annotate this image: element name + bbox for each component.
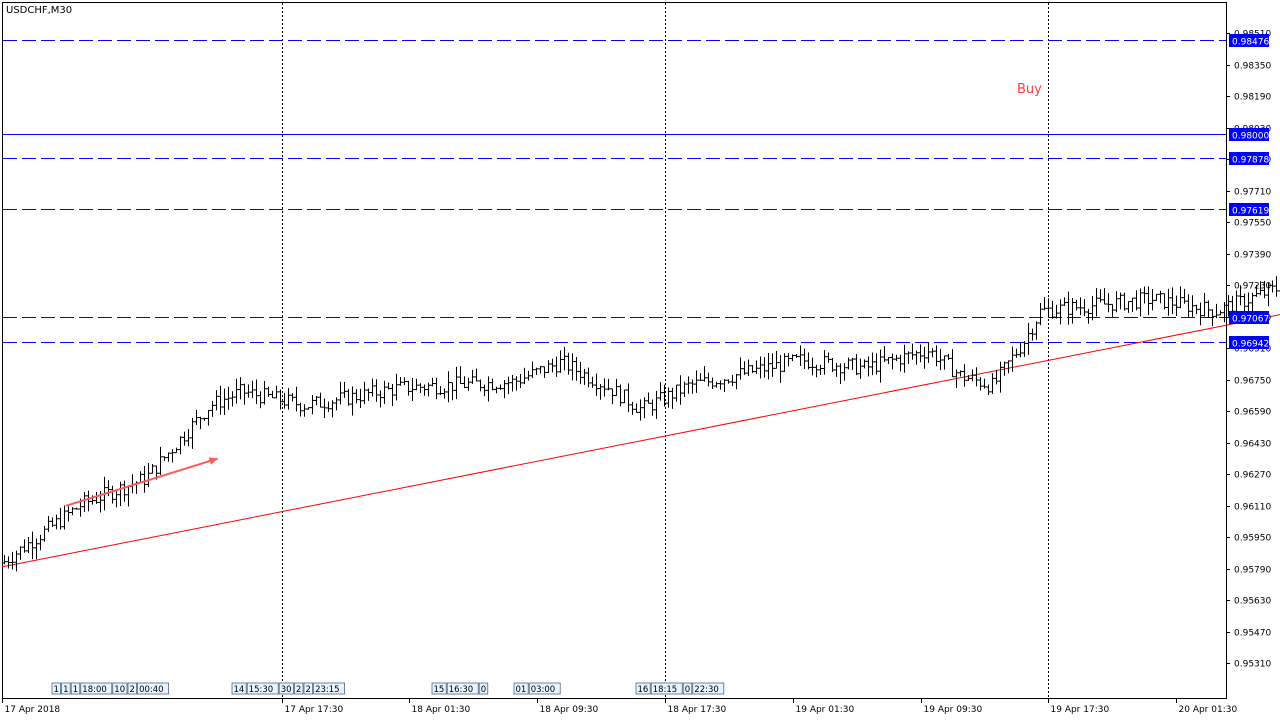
chart-title: USDCHF,M30: [6, 5, 72, 16]
event-tag-label: 1: [63, 685, 68, 695]
event-tag-label: 16:30: [449, 685, 474, 695]
event-tag-label: 1: [54, 685, 59, 695]
price-tick-label: 0.96270: [1234, 471, 1271, 481]
price-tick-label: 0.95790: [1234, 566, 1271, 576]
time-tick-label: 18 Apr 01:30: [412, 705, 471, 715]
event-tag-label: 01: [516, 685, 527, 695]
price-tick-label: 0.95310: [1234, 660, 1271, 670]
event-tag-label: 16: [638, 685, 649, 695]
price-tick-label: 0.97550: [1234, 219, 1271, 229]
price-level-value: 0.97619: [1232, 207, 1269, 217]
time-tick-label: 19 Apr 17:30: [1051, 705, 1110, 715]
event-tag-label: 10: [114, 685, 125, 695]
event-tag-label: 15: [434, 685, 445, 695]
price-tick-label: 0.96110: [1234, 503, 1271, 513]
price-level-value: 0.98476: [1232, 38, 1269, 48]
price-level-value: 0.97878: [1232, 156, 1269, 166]
time-tick-label: 19 Apr 01:30: [796, 705, 855, 715]
chart-frame: [3, 3, 1227, 699]
price-level-value: 0.97067: [1232, 315, 1269, 325]
price-tick-label: 0.97710: [1234, 188, 1271, 198]
time-tick-label: 17 Apr 2018: [5, 705, 61, 715]
event-tag-label: 1: [73, 685, 78, 695]
price-tick-label: 0.96590: [1234, 408, 1271, 418]
event-tag-label: 0: [685, 685, 690, 695]
price-tick-label: 0.98190: [1234, 93, 1271, 103]
event-tag-label: 2: [306, 685, 311, 695]
price-tick-label: 0.98350: [1234, 62, 1271, 72]
event-tag-label: 00:40: [139, 685, 164, 695]
time-tick-label: 18 Apr 17:30: [668, 705, 727, 715]
price-axis[interactable]: 0.985100.983500.981900.980300.978700.977…: [1226, 30, 1271, 670]
price-tick-label: 0.96750: [1234, 377, 1271, 387]
event-tag-label: 18:00: [82, 685, 107, 695]
buy-label: Buy: [1017, 82, 1042, 97]
price-tick-label: 0.95630: [1234, 597, 1271, 607]
event-tag-label: 22:30: [694, 685, 719, 695]
event-tag-label: 15:30: [249, 685, 274, 695]
price-level-value: 0.98000: [1232, 132, 1269, 142]
price-tick-label: 0.97390: [1234, 251, 1271, 261]
time-tick-label: 20 Apr 01:30: [1179, 705, 1238, 715]
time-tick-label: 19 Apr 09:30: [924, 705, 983, 715]
price-tick-label: 0.97230: [1234, 282, 1271, 292]
event-tag-label: 18:15: [653, 685, 678, 695]
time-axis[interactable]: 17 Apr 2018 17 Apr 17:30 18 Apr 01:30 18 Ap…: [3, 698, 1280, 715]
price-tick-label: 0.95950: [1234, 534, 1271, 544]
price-level-value: 0.96942: [1232, 340, 1269, 350]
event-tag-label: 14: [234, 685, 245, 695]
event-tag-label: 2: [296, 685, 301, 695]
event-tag-label: 2: [130, 685, 135, 695]
event-tag-label: 23:15: [315, 685, 340, 695]
price-tick-label: 0.96430: [1234, 440, 1271, 450]
event-tag-label: 03:00: [531, 685, 556, 695]
time-tick-label: 17 Apr 17:30: [285, 705, 344, 715]
time-tick-label: 18 Apr 09:30: [540, 705, 599, 715]
event-tag-label: 0: [481, 685, 486, 695]
price-tick-label: 0.95470: [1234, 629, 1271, 639]
event-tag-label: 30: [281, 685, 292, 695]
